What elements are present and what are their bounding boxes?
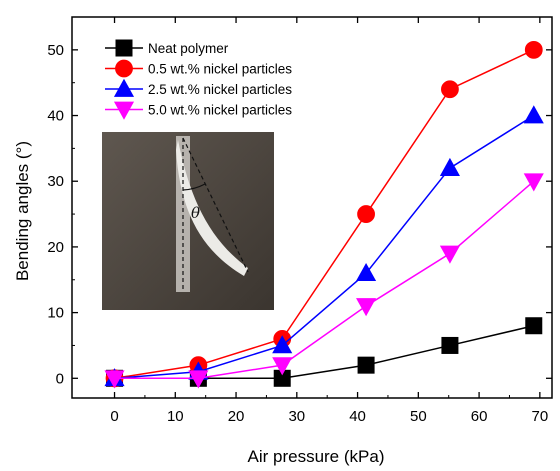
data-point (272, 335, 293, 354)
series-line (114, 49, 535, 380)
data-point (356, 298, 377, 317)
legend-item: 2.5 wt.% nickel particles (105, 78, 292, 97)
x-tick-label: 60 (471, 408, 488, 425)
x-tick-label: 30 (288, 408, 305, 425)
data-point (523, 105, 544, 124)
series-line (114, 114, 535, 380)
legend-item: 5.0 wt.% nickel particles (105, 101, 292, 120)
plot-frame (71, 16, 553, 399)
data-point (357, 356, 375, 374)
data-point (525, 317, 543, 335)
x-tick-label: 70 (532, 408, 549, 425)
x-tick-label: 10 (167, 408, 184, 425)
y-tick-label: 30 (47, 173, 64, 190)
x-tick-label: 50 (410, 408, 427, 425)
legend-marker (113, 101, 135, 120)
legend-item: Neat polymer (105, 39, 229, 57)
legend-marker (113, 78, 135, 97)
legend-label: 5.0 wt.% nickel particles (148, 103, 292, 118)
inset-photo: θ (102, 132, 274, 310)
data-point (441, 336, 459, 354)
y-tick-label: 20 (47, 239, 64, 256)
y-tick-label: 10 (47, 305, 64, 322)
series-4 (104, 173, 544, 389)
x-axis-title: Air pressure (kPa) (248, 447, 385, 466)
data-point (439, 245, 460, 264)
series-line (114, 325, 534, 380)
data-point (356, 262, 377, 282)
y-tick-label: 0 (56, 370, 64, 387)
inset-theta-label: θ (191, 204, 200, 222)
data-point (188, 370, 209, 389)
series-layer (104, 40, 544, 389)
legend-marker (115, 39, 133, 57)
legend-label: 2.5 wt.% nickel particles (148, 82, 292, 97)
legend-label: Neat polymer (148, 41, 229, 56)
legend-label: 0.5 wt.% nickel particles (148, 62, 292, 77)
data-point (524, 40, 543, 59)
legend-item: 0.5 wt.% nickel particles (105, 59, 292, 78)
legend-marker (115, 59, 133, 78)
x-tick-label: 0 (110, 408, 118, 425)
data-point (439, 157, 460, 176)
data-point (104, 370, 125, 389)
y-tick-label: 50 (47, 42, 64, 59)
data-point (523, 173, 544, 192)
data-point (441, 80, 459, 99)
series-line (114, 180, 535, 380)
legend: Neat polymer 0.5 wt.% nickel particles 2.5… (105, 39, 292, 120)
y-axis-title: Bending angles (°) (13, 141, 32, 281)
x-tick-label: 20 (228, 408, 245, 425)
data-point (272, 357, 293, 376)
axes-layer: 0 10 20 30 40 50 60 70 0 10 20 30 40 50 (47, 16, 553, 425)
y-tick-label: 40 (47, 108, 64, 125)
data-point (357, 205, 375, 223)
series-1 (106, 317, 543, 387)
x-tick-label: 40 (349, 408, 366, 425)
